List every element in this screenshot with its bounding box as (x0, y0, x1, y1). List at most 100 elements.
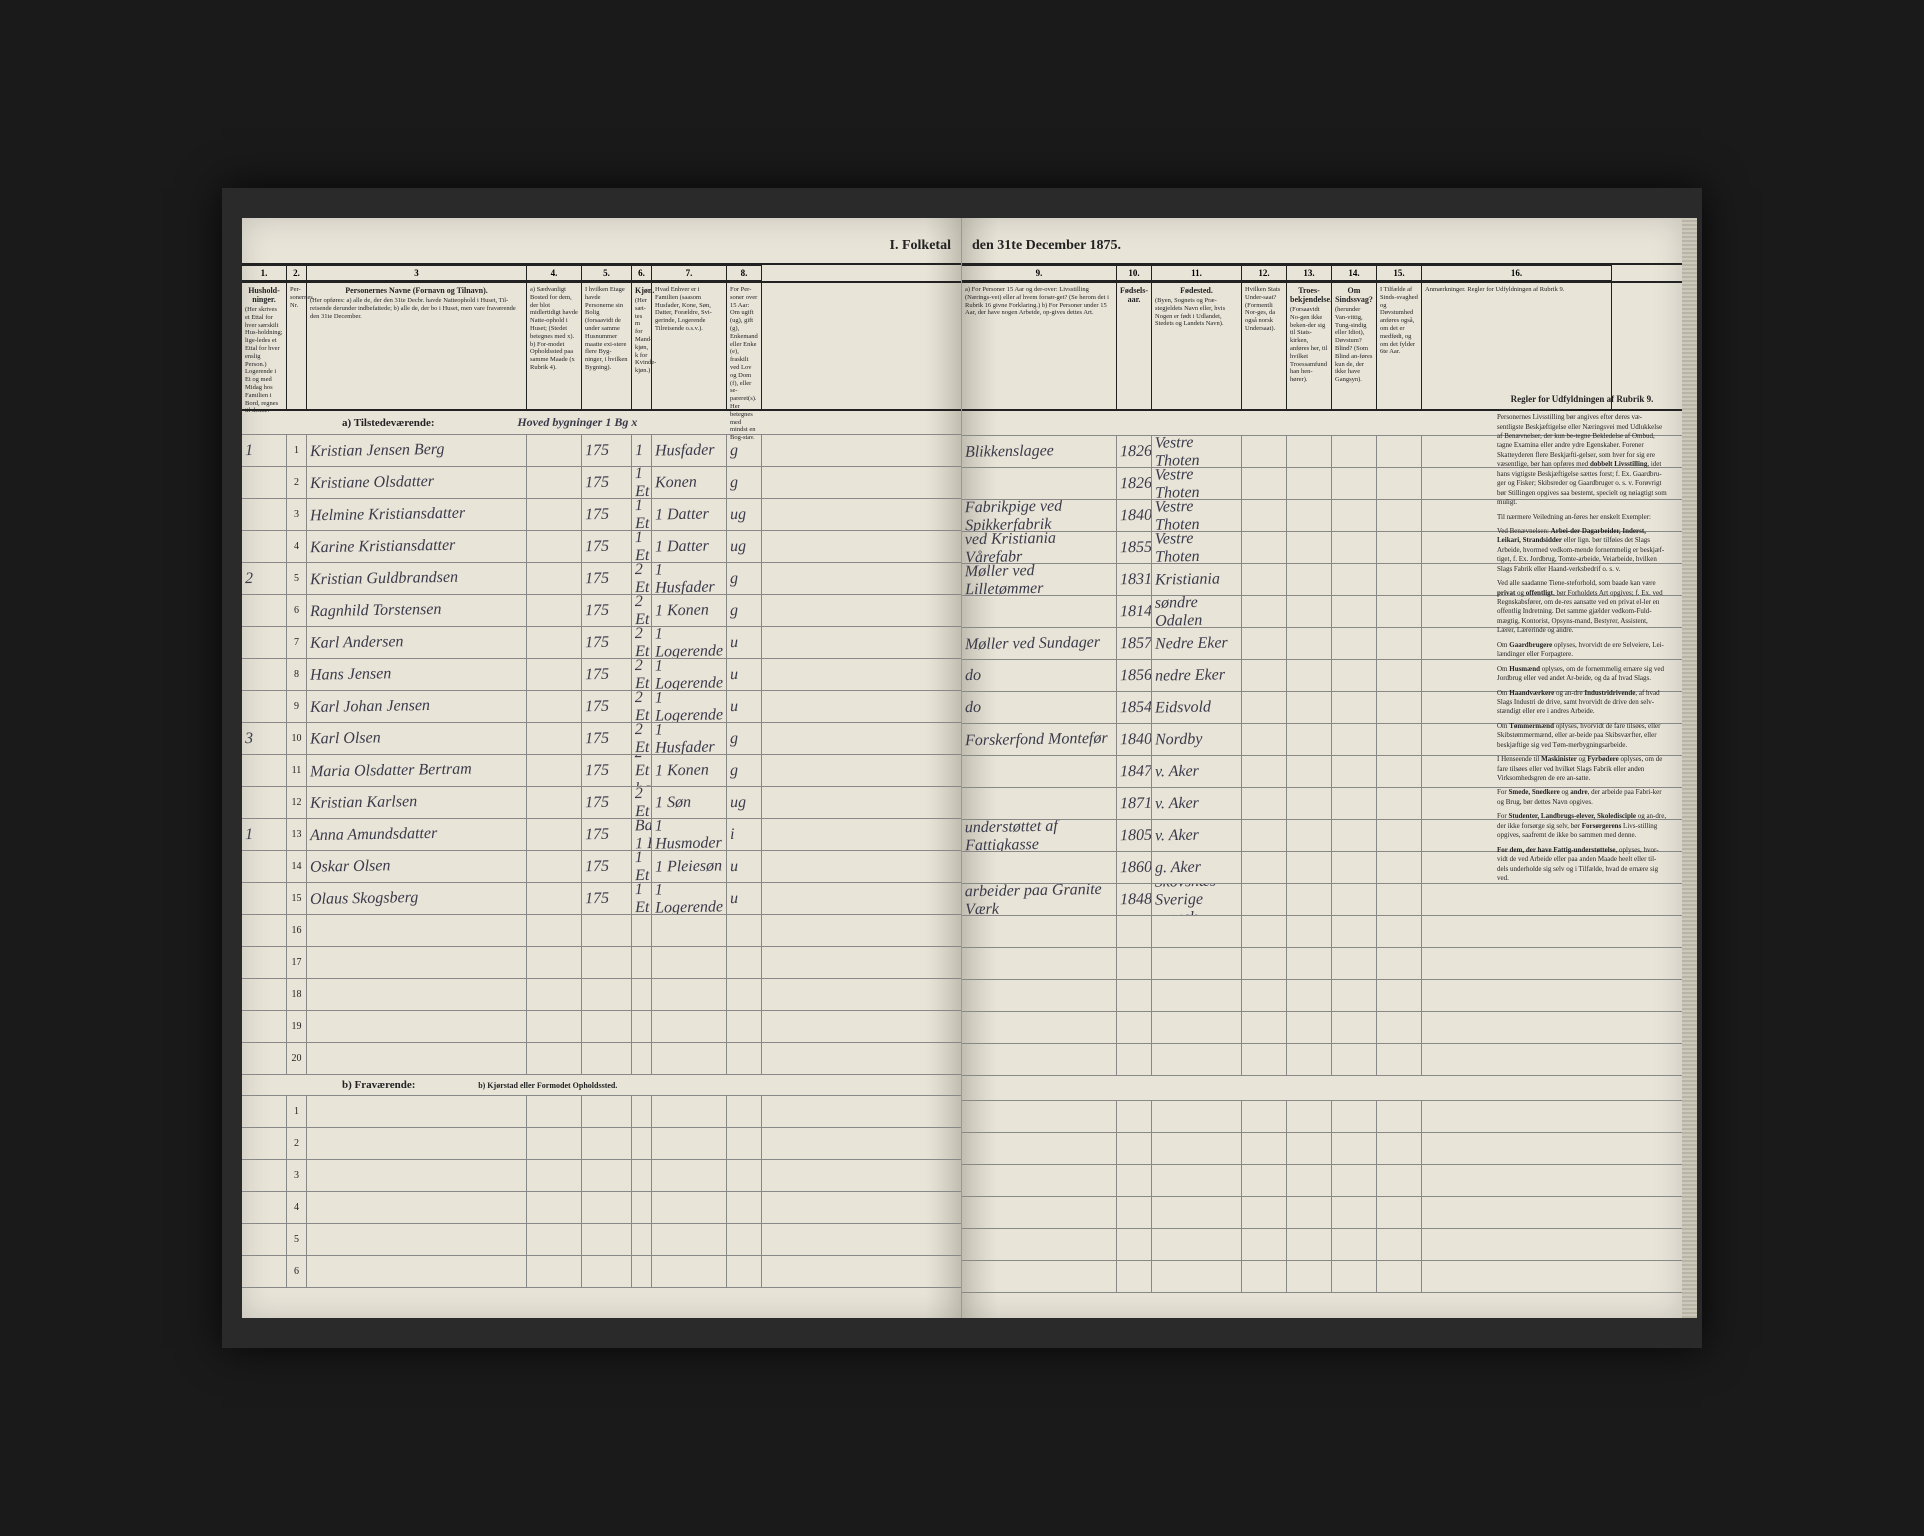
data-cell (527, 531, 582, 562)
data-cell: 18 (287, 979, 307, 1010)
data-cell (242, 1192, 287, 1223)
data-cell: Karine Kristiansdatter (307, 531, 527, 562)
absent-row: 6 (242, 1256, 961, 1288)
absent-row (962, 1101, 1682, 1133)
data-cell (242, 1011, 287, 1042)
data-cell: 175 (582, 755, 632, 786)
data-cell (307, 1043, 527, 1074)
col-number: 5. (582, 265, 632, 281)
header-cell: a) Sædvanligt Bosted for dem, der blot m… (527, 283, 582, 409)
data-cell (1377, 1133, 1422, 1164)
data-cell: 1 Datter (652, 499, 727, 530)
data-cell (242, 851, 287, 882)
data-cell (1117, 980, 1152, 1011)
data-cell (1242, 1165, 1287, 1196)
data-cell (1287, 756, 1332, 787)
data-cell: Konen (652, 467, 727, 498)
data-cell (1377, 1165, 1422, 1196)
data-cell: Kristian Karlsen (307, 787, 527, 818)
data-cell (727, 1160, 762, 1191)
data-cell: 1 Logerende (652, 883, 727, 914)
data-cell (652, 1160, 727, 1191)
empty-row (962, 916, 1682, 948)
data-cell: 2 Et (632, 595, 652, 626)
data-cell (1377, 788, 1422, 819)
data-cell: 1 Logerende (652, 627, 727, 658)
data-cell (1287, 1261, 1332, 1292)
data-cell (582, 1160, 632, 1191)
data-cell (727, 1192, 762, 1223)
col-number: 2. (287, 265, 307, 281)
absent-row (962, 1261, 1682, 1293)
col-number: 6. (632, 265, 652, 281)
data-cell (1242, 948, 1287, 979)
data-cell: 2 Et (632, 627, 652, 658)
data-cell (652, 1224, 727, 1255)
absent-row (962, 1197, 1682, 1229)
census-book: I. Folketal 1.2.34.5.6.7.8. Hushold-ning… (222, 188, 1702, 1348)
data-cell (1377, 532, 1422, 563)
data-cell: g (727, 467, 762, 498)
data-cell: 1840 (1117, 500, 1152, 531)
data-cell (1117, 1101, 1152, 1132)
data-cell (1242, 1044, 1287, 1075)
data-cell (1242, 628, 1287, 659)
data-cell: 9 (287, 691, 307, 722)
data-cell (527, 1160, 582, 1191)
data-cell: 2 Et (632, 659, 652, 690)
data-cell (632, 1160, 652, 1191)
data-cell: ug (727, 787, 762, 818)
instruction-paragraph: Ved alle saadanne Tiene-steforhold, som … (1497, 579, 1667, 636)
data-cell: 175 (582, 723, 632, 754)
data-cell (1242, 724, 1287, 755)
data-cell (1332, 436, 1377, 467)
data-cell (962, 1133, 1117, 1164)
empty-row: 17 (242, 947, 961, 979)
data-cell (1332, 884, 1377, 915)
data-cell (727, 979, 762, 1010)
instruction-paragraph: Om Husmænd oplyses, om de fornemmelig er… (1497, 665, 1667, 684)
data-cell (1287, 948, 1332, 979)
data-cell (962, 468, 1117, 499)
data-cell (307, 1256, 527, 1287)
data-cell (652, 1128, 727, 1159)
data-cell (1287, 468, 1332, 499)
data-cell: Karl Johan Jensen (307, 691, 527, 722)
data-cell (1377, 436, 1422, 467)
data-cell (1152, 1133, 1242, 1164)
data-cell (1117, 1165, 1152, 1196)
data-cell: 2 Et (632, 787, 652, 818)
data-cell (582, 1192, 632, 1223)
instruction-paragraph: For dem, der have Fattig-understøttelse,… (1497, 846, 1667, 884)
absent-row: 5 (242, 1224, 961, 1256)
instruction-paragraph: Til nærmere Veiledning an-føres her ensk… (1497, 513, 1667, 522)
data-cell (962, 1012, 1117, 1043)
census-row: 11Maria Olsdatter Bertram1752 Et bag1 Ko… (242, 755, 961, 787)
data-cell (1152, 1197, 1242, 1228)
data-cell (1287, 1044, 1332, 1075)
data-cell: g (727, 435, 762, 466)
header-cell: I hvilken Etage havde Personerne sin Bol… (582, 283, 632, 409)
data-cell (1287, 852, 1332, 883)
data-cell: 4 (287, 531, 307, 562)
data-cell (527, 627, 582, 658)
data-cell (962, 596, 1117, 627)
data-cell (1152, 1101, 1242, 1132)
data-cell: 1 Konen (652, 755, 727, 786)
data-cell: 1 Datter (652, 531, 727, 562)
header-cell: Hvad Enhver er i Familien (saasom Husfad… (652, 283, 727, 409)
data-cell: søndre Odalen (1152, 596, 1242, 627)
header-cell: a) For Personer 15 Aar og der-over: Livs… (962, 283, 1117, 409)
data-cell (1287, 436, 1332, 467)
data-cell: Kristian Jensen Berg (307, 435, 527, 466)
data-cell (242, 883, 287, 914)
census-row: 2Kristiane Olsdatter1751 EtKoneng (242, 467, 961, 499)
data-cell: 1848 (1117, 884, 1152, 915)
data-cell (1287, 1197, 1332, 1228)
data-cell (1377, 1261, 1422, 1292)
instruction-paragraph: Om Tømmermænd oplyses, hvorvidt de fare … (1497, 722, 1667, 750)
data-cell (962, 756, 1117, 787)
data-cell (527, 467, 582, 498)
instructions-panel: Regler for Udfyldningen af Rubrik 9. Per… (1497, 393, 1667, 888)
data-cell (727, 1224, 762, 1255)
